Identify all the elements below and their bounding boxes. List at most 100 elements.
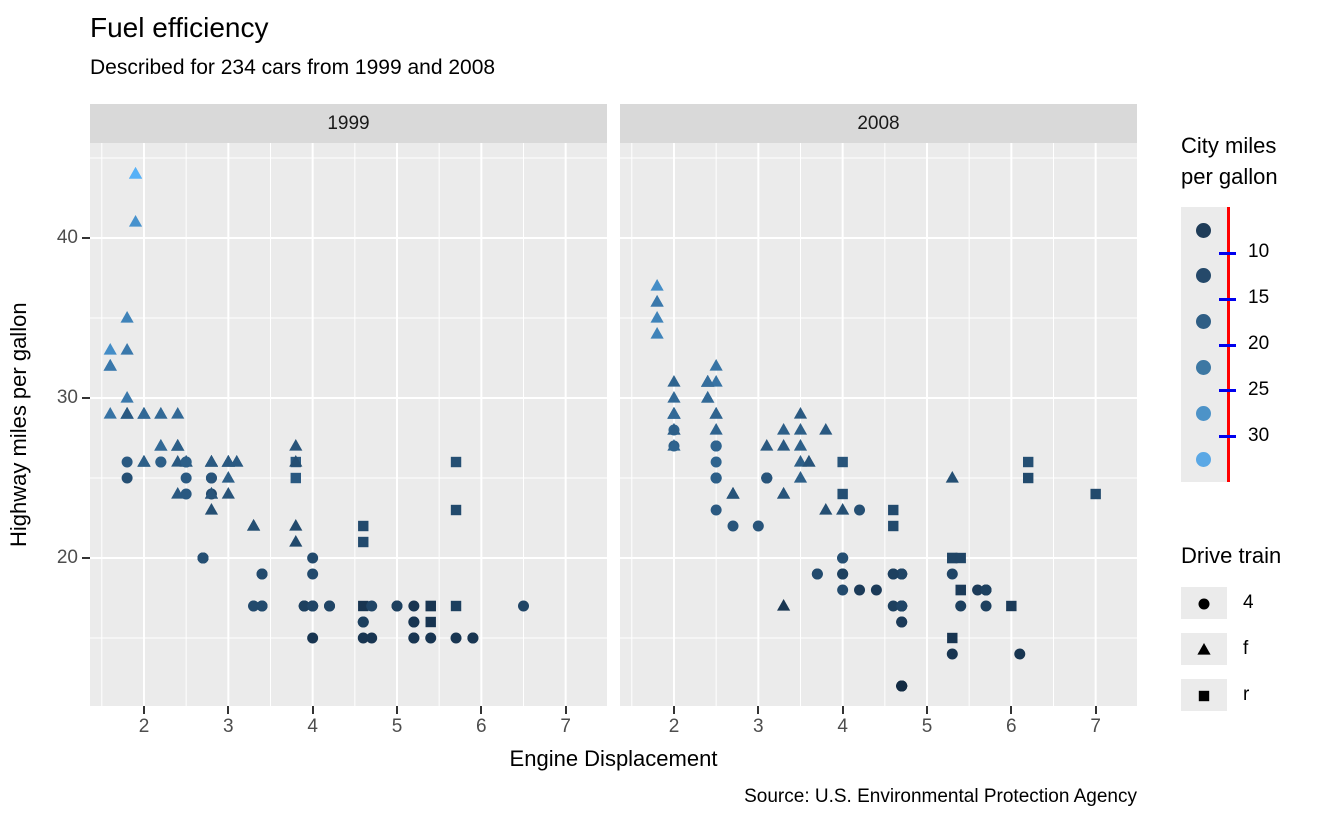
data-point: [450, 456, 462, 468]
data-point: [887, 600, 899, 612]
facet-strip-2008: 2008: [620, 104, 1137, 143]
data-point: [793, 471, 808, 483]
data-point: [667, 375, 681, 387]
data-point: [247, 519, 261, 531]
x-axis-tick-label: 7: [1090, 716, 1101, 737]
data-point: [357, 632, 369, 644]
data-point: [137, 407, 151, 419]
data-point: [710, 472, 722, 484]
data-point: [256, 568, 268, 580]
x-axis-tick: [396, 706, 398, 714]
data-point: [324, 600, 336, 612]
data-point: [121, 456, 133, 468]
data-point: [121, 472, 133, 484]
data-point: [650, 311, 664, 323]
color-legend-tick-label: 30: [1248, 424, 1270, 446]
data-point: [467, 632, 479, 644]
y-axis-title: Highway miles per gallon: [6, 302, 31, 547]
triangle-icon: [1197, 643, 1211, 655]
data-point: [819, 503, 833, 515]
data-point: [888, 504, 899, 516]
data-point: [793, 407, 808, 419]
data-point: [701, 391, 715, 403]
data-point: [972, 584, 984, 596]
data-point: [709, 375, 723, 387]
data-point: [221, 487, 235, 499]
data-point: [1090, 488, 1101, 500]
data-point: [896, 616, 908, 628]
color-legend-tick: [1219, 251, 1236, 255]
data-point: [289, 455, 303, 467]
color-legend-tick-label: 20: [1248, 333, 1270, 354]
color-legend-tick: [1219, 297, 1236, 301]
data-point: [289, 535, 303, 547]
x-axis-title: Engine Displacement: [509, 746, 718, 771]
data-point: [204, 455, 219, 467]
data-point: [946, 648, 958, 660]
x-axis-tick: [143, 706, 145, 714]
data-point: [204, 503, 219, 515]
data-point: [777, 439, 791, 451]
x-axis-tick: [1010, 706, 1013, 714]
color-legend-tick: [1219, 389, 1236, 393]
data-point: [450, 632, 462, 644]
data-point: [955, 600, 967, 612]
data-point: [1006, 600, 1017, 612]
data-point: [1198, 690, 1210, 702]
x-axis-tick: [926, 706, 928, 714]
data-point: [197, 552, 209, 564]
data-point: [103, 407, 117, 419]
color-legend-bin-swatch: [1196, 222, 1211, 238]
drive-legend-key: [1181, 587, 1227, 619]
drive-legend-label: 4: [1243, 592, 1254, 613]
x-axis-tick-label: 2: [668, 716, 680, 737]
data-point: [793, 455, 808, 467]
color-legend-tick-label: 25: [1248, 378, 1270, 400]
color-legend-title-line2: per gallon: [1181, 164, 1278, 189]
data-point: [1197, 643, 1211, 655]
data-point: [171, 407, 185, 419]
data-point: [366, 600, 378, 612]
data-point: [1023, 472, 1034, 484]
data-point: [307, 600, 319, 612]
data-point: [307, 568, 319, 580]
data-point: [837, 552, 849, 564]
data-point: [896, 680, 908, 692]
square-icon: [1198, 690, 1210, 702]
data-point: [408, 632, 420, 644]
data-point: [155, 456, 167, 468]
data-point: [887, 568, 899, 580]
x-axis-tick-label: 3: [223, 716, 234, 737]
data-point: [710, 440, 722, 452]
data-point: [154, 439, 168, 451]
color-legend-bin-swatch: [1196, 452, 1211, 467]
circle-icon: [1198, 598, 1210, 610]
data-point: [752, 520, 764, 532]
scatter-plot-1999: [90, 143, 607, 706]
data-point: [819, 423, 833, 435]
data-point: [450, 504, 462, 516]
data-point: [408, 600, 420, 612]
data-point: [221, 455, 235, 467]
data-point: [709, 359, 723, 371]
x-axis-tick-label: 3: [753, 716, 764, 737]
data-point: [1198, 598, 1210, 610]
data-point: [358, 600, 369, 612]
data-point: [137, 455, 151, 467]
plot-subtitle: Described for 234 cars from 1999 and 200…: [90, 56, 496, 79]
data-point: [870, 584, 882, 596]
data-point: [120, 311, 134, 323]
data-point: [980, 584, 992, 596]
scatter-plot-2008: [620, 143, 1137, 706]
drive-legend-key: [1181, 633, 1227, 665]
data-point: [854, 504, 866, 516]
x-axis-tick-label: 5: [921, 716, 933, 737]
x-axis-tick: [480, 706, 483, 714]
data-point: [836, 503, 850, 515]
data-point: [946, 568, 958, 580]
x-axis-tick-label: 2: [138, 716, 150, 737]
data-point: [230, 455, 244, 467]
data-point: [180, 488, 192, 500]
data-point: [837, 456, 848, 468]
data-point: [307, 632, 319, 644]
